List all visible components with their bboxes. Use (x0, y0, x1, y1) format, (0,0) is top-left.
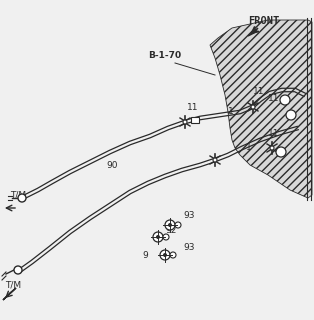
Circle shape (163, 253, 167, 257)
Circle shape (153, 232, 163, 242)
Circle shape (280, 95, 290, 105)
Text: 9: 9 (142, 251, 148, 260)
Text: 11: 11 (268, 129, 279, 138)
Text: T/M: T/M (5, 281, 21, 290)
Circle shape (183, 120, 187, 124)
Circle shape (270, 146, 274, 150)
Polygon shape (3, 288, 16, 300)
Circle shape (14, 266, 22, 274)
Text: 93: 93 (183, 211, 194, 220)
Circle shape (251, 105, 255, 109)
Circle shape (168, 223, 172, 227)
Polygon shape (248, 28, 258, 36)
Circle shape (165, 220, 175, 230)
Polygon shape (210, 20, 312, 198)
Circle shape (213, 158, 217, 162)
Text: 92: 92 (165, 226, 176, 235)
Circle shape (160, 250, 170, 260)
Text: T/M: T/M (10, 191, 26, 200)
Text: 11: 11 (268, 94, 279, 103)
Circle shape (18, 194, 26, 202)
Circle shape (156, 235, 160, 239)
Circle shape (276, 147, 286, 157)
Circle shape (163, 234, 169, 240)
Text: 90: 90 (106, 161, 117, 170)
Circle shape (170, 252, 176, 258)
Circle shape (175, 222, 181, 228)
Bar (191, 117, 199, 123)
Text: 93: 93 (183, 243, 194, 252)
Text: 11: 11 (187, 103, 198, 112)
Text: 1: 1 (246, 143, 252, 152)
Text: 1: 1 (228, 107, 234, 116)
Text: B-1-70: B-1-70 (148, 51, 181, 60)
Circle shape (286, 110, 296, 120)
Text: FRONT: FRONT (248, 16, 279, 26)
Text: 11: 11 (253, 87, 264, 96)
